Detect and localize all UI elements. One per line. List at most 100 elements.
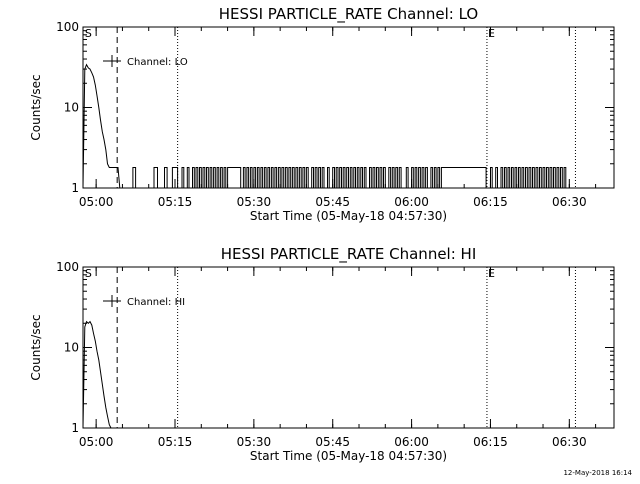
chart1-series-1-count-segment xyxy=(298,167,302,188)
chart1-series-1-count-segment xyxy=(284,167,288,188)
chart1-series-1-count-segment xyxy=(199,167,202,188)
chart1-series-1-count-segment xyxy=(321,167,325,188)
chart1-series-1-count-segment xyxy=(302,167,306,188)
chart2-y-tick-label: 1 xyxy=(71,421,79,435)
chart1-series-1-count-segment xyxy=(395,167,399,188)
chart1-series-1-count-segment xyxy=(181,167,185,188)
chart1-series-1-count-segment xyxy=(535,167,539,188)
chart1-series-1-count-segment xyxy=(433,167,437,188)
chart1-series-1-count-segment xyxy=(411,167,414,188)
chart2-title: HESSI PARTICLE_RATE Channel: HI xyxy=(221,245,477,264)
chart1-series-1-count-segment xyxy=(274,167,278,188)
chart1-x-tick-label: 05:30 xyxy=(237,195,272,209)
chart2-x-tick-label: 06:15 xyxy=(473,435,508,449)
chart1-series-1-count-segment xyxy=(327,167,330,188)
chart2-y-tick-label: 10 xyxy=(64,341,79,355)
chart1-legend-label: Channel: LO xyxy=(127,57,188,68)
chart2-y-axis-label: Counts/sec xyxy=(29,314,43,380)
chart1-series-1-count-segment xyxy=(556,167,560,188)
chart1-x-tick-label: 05:00 xyxy=(79,195,114,209)
chart2-x-tick-label: 06:30 xyxy=(552,435,587,449)
chart1-series-1-count-segment xyxy=(260,167,264,188)
chart1-series-1-count-segment xyxy=(369,167,372,188)
chart1-title: HESSI PARTICLE_RATE Channel: LO xyxy=(219,5,478,24)
chart2-x-tick-label: 05:00 xyxy=(79,435,114,449)
chart1-series-1-count-segment xyxy=(206,167,209,188)
chart1-series-1-count-segment xyxy=(335,167,339,188)
chart1-series-1-count-segment xyxy=(164,167,168,188)
chart1-series-1-count-segment xyxy=(249,167,253,188)
chart1-series-1-count-segment xyxy=(391,167,395,188)
chart1-series-1-count-segment xyxy=(383,167,386,188)
chart1-series-1-count-segment xyxy=(311,167,314,188)
chart1-x-axis-label: Start Time (05-May-18 04:57:30) xyxy=(250,209,447,223)
chart1-series-1-count-segment xyxy=(305,167,309,188)
chart1-series-1-count-segment xyxy=(542,167,546,188)
chart2-x-axis-label: Start Time (05-May-18 04:57:30) xyxy=(250,449,447,463)
chart1-x-tick-label: 05:15 xyxy=(158,195,193,209)
chart1-series-1-count-segment xyxy=(405,167,409,188)
chart1-series-1-count-segment xyxy=(346,167,349,188)
chart2-legend-label: Channel: HI xyxy=(127,297,185,308)
chart1-series-1-count-segment xyxy=(528,167,532,188)
chart1-series-1-count-segment xyxy=(253,167,257,188)
chart1-series-1-count-segment xyxy=(192,167,195,188)
chart1-series-1-count-segment xyxy=(227,167,242,188)
chart2-marker-label-e: E xyxy=(488,267,495,280)
chart1-series-1-count-segment xyxy=(437,167,441,188)
chart1-series-1-count-segment xyxy=(186,167,190,188)
chart1-series-1-count-segment xyxy=(563,167,567,188)
chart1-series-1-count-segment xyxy=(490,167,493,188)
chart1-series-1-count-segment xyxy=(263,167,267,188)
chart1-series-1-count-segment xyxy=(202,167,206,188)
chart1-series-1-count-segment xyxy=(209,167,213,188)
chart1-series-1-count-segment xyxy=(549,167,553,188)
chart1-series-1-count-segment xyxy=(379,167,383,188)
chart1-series-1-count-segment xyxy=(318,167,321,188)
chart1-series-1-count-segment xyxy=(132,167,137,188)
chart1-series-1-count-segment xyxy=(546,167,549,188)
chart1-series-1-count-segment xyxy=(495,167,498,188)
chart2-x-tick-label: 05:15 xyxy=(158,435,193,449)
footer-timestamp: 12-May-2018 16:14 xyxy=(563,469,632,477)
chart1-series-1-count-segment xyxy=(342,167,346,188)
chart1-series-1-count-segment xyxy=(421,167,425,188)
chart1-series-1-count-segment xyxy=(376,167,379,188)
chart1-x-tick-label: 06:00 xyxy=(394,195,429,209)
chart1-series-1-count-segment xyxy=(500,167,504,188)
chart1-series-1-count-segment xyxy=(360,167,363,188)
chart1-y-tick-label: 10 xyxy=(64,101,79,115)
chart1-y-tick-label: 1 xyxy=(71,181,79,195)
chart1-series-1-count-segment xyxy=(560,167,563,188)
chart1-series-1-count-segment xyxy=(532,167,535,188)
chart1-series-1-count-segment xyxy=(281,167,285,188)
chart1-series-1-count-segment xyxy=(414,167,418,188)
chart1-series-1-count-segment xyxy=(291,167,295,188)
chart1-series-1-count-segment xyxy=(277,167,281,188)
chart1-series-1-count-segment xyxy=(295,167,299,188)
chart1-series-1-count-segment xyxy=(353,167,356,188)
chart1-series-1-count-segment xyxy=(216,167,220,188)
chart1-series-1-count-segment xyxy=(504,167,507,188)
chart1-series-1-count-segment xyxy=(314,167,318,188)
chart1-series-1-count-segment xyxy=(153,167,158,188)
chart1-x-tick-label: 06:30 xyxy=(552,195,587,209)
chart1-series-1-count-segment xyxy=(553,167,556,188)
chart1-series-1-count-segment xyxy=(525,167,528,188)
chart1-y-tick-label: 100 xyxy=(56,20,79,34)
chart1-series-1-count-segment xyxy=(195,167,199,188)
chart1-series-1-count-segment xyxy=(267,167,271,188)
chart2-x-tick-label: 05:30 xyxy=(237,435,272,449)
chart1-series-1-count-segment xyxy=(270,167,274,188)
chart1-series-1-count-segment xyxy=(363,167,367,188)
chart1-series-1-count-segment xyxy=(213,167,216,188)
chart1-series-1-count-segment xyxy=(518,167,521,188)
chart1-series-1-count-segment xyxy=(430,167,434,188)
chart1-series-1-count-segment xyxy=(372,167,376,188)
chart1-series-1-count-segment xyxy=(332,167,335,188)
chart1-series-1-count-segment xyxy=(440,167,487,188)
chart1-series-1-count-segment xyxy=(223,167,227,188)
chart1-series-1-count-segment xyxy=(398,167,402,188)
chart1-series-1-count-segment xyxy=(511,167,514,188)
